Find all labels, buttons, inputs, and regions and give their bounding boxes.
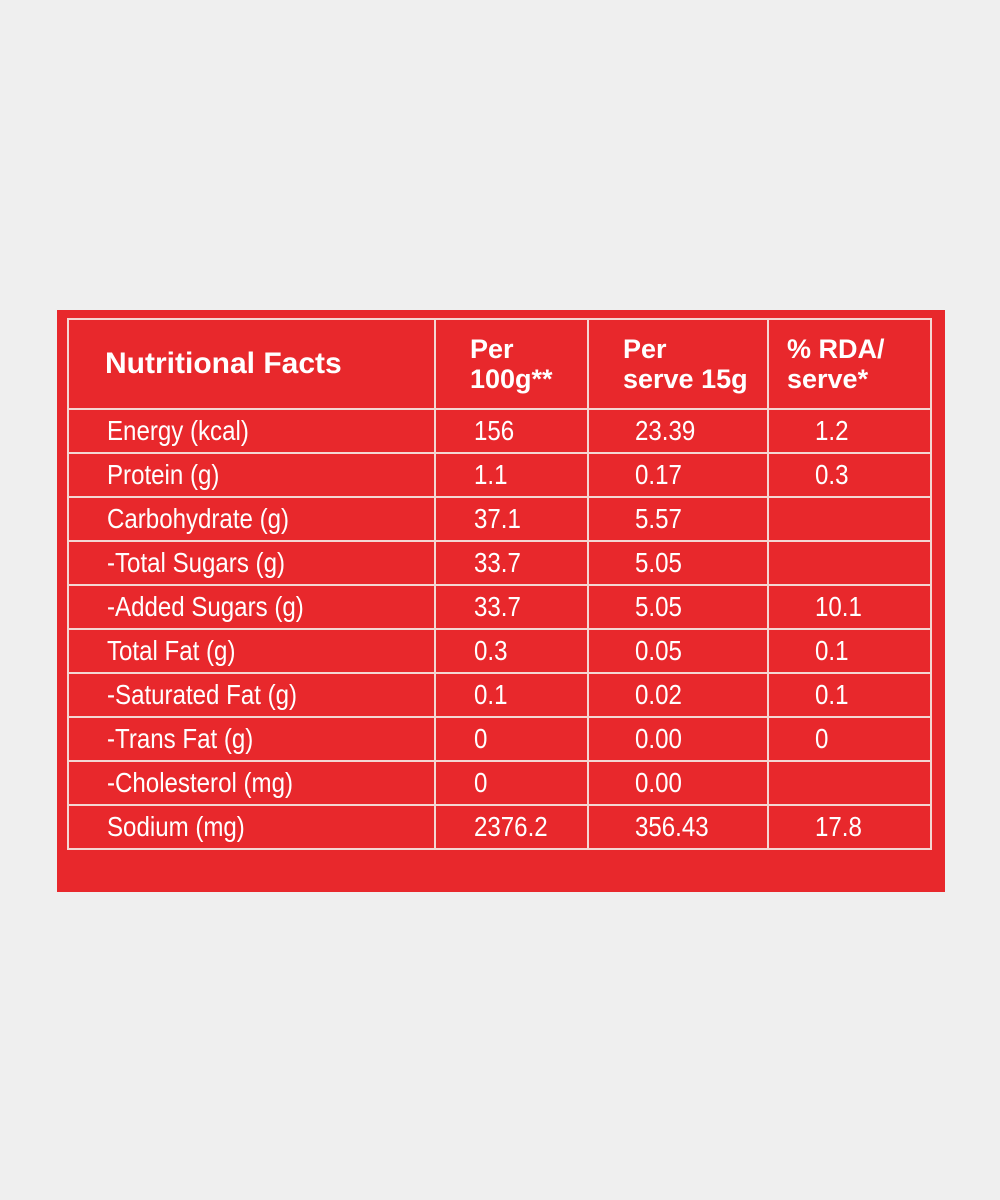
per-serve-value: 23.39 <box>587 408 769 454</box>
column-header-per-100g: Per 100g** <box>434 318 589 410</box>
rda-value: 10.1 <box>767 584 932 630</box>
per-100g-value: 0.3 <box>434 628 589 674</box>
nutrient-name: Protein (g) <box>67 452 436 498</box>
per-100g-value: 2376.2 <box>434 804 589 850</box>
table-body: Energy (kcal) 156 23.39 1.2 Protein (g) … <box>67 408 932 850</box>
per-serve-value: 0.02 <box>587 672 769 718</box>
rda-value <box>767 496 932 542</box>
table-row: Energy (kcal) 156 23.39 1.2 <box>67 408 932 454</box>
rda-value <box>767 760 932 806</box>
rda-value: 0.3 <box>767 452 932 498</box>
table-row: -Cholesterol (mg) 0 0.00 <box>67 760 932 806</box>
per-100g-value: 0 <box>434 716 589 762</box>
nutrient-name: Carbohydrate (g) <box>67 496 436 542</box>
table-row: -Added Sugars (g) 33.7 5.05 10.1 <box>67 584 932 630</box>
per-serve-value: 356.43 <box>587 804 769 850</box>
nutrient-name: -Added Sugars (g) <box>67 584 436 630</box>
per-serve-value: 0.00 <box>587 760 769 806</box>
nutrition-facts-table: Nutritional Facts Per 100g** Per serve 1… <box>67 318 932 850</box>
table-row: -Trans Fat (g) 0 0.00 0 <box>67 716 932 762</box>
nutrient-name: Energy (kcal) <box>67 408 436 454</box>
nutrient-name: -Cholesterol (mg) <box>67 760 436 806</box>
per-100g-value: 33.7 <box>434 540 589 586</box>
per-serve-value: 5.05 <box>587 584 769 630</box>
nutrient-name: Total Fat (g) <box>67 628 436 674</box>
table-row: Carbohydrate (g) 37.1 5.57 <box>67 496 932 542</box>
per-100g-value: 156 <box>434 408 589 454</box>
per-100g-value: 37.1 <box>434 496 589 542</box>
column-header-rda: % RDA/ serve* <box>767 318 932 410</box>
table-row: Total Fat (g) 0.3 0.05 0.1 <box>67 628 932 674</box>
per-serve-value: 0.00 <box>587 716 769 762</box>
table-row: -Total Sugars (g) 33.7 5.05 <box>67 540 932 586</box>
per-100g-value: 33.7 <box>434 584 589 630</box>
per-serve-value: 0.17 <box>587 452 769 498</box>
per-100g-value: 1.1 <box>434 452 589 498</box>
rda-value: 0.1 <box>767 628 932 674</box>
rda-value: 0.1 <box>767 672 932 718</box>
table-row: Sodium (mg) 2376.2 356.43 17.8 <box>67 804 932 850</box>
rda-value <box>767 540 932 586</box>
table-title: Nutritional Facts <box>67 318 436 410</box>
per-serve-value: 0.05 <box>587 628 769 674</box>
nutrient-name: -Total Sugars (g) <box>67 540 436 586</box>
nutrition-label: Nutritional Facts Per 100g** Per serve 1… <box>57 310 945 892</box>
nutrient-name: Sodium (mg) <box>67 804 436 850</box>
per-100g-value: 0 <box>434 760 589 806</box>
header-row: Nutritional Facts Per 100g** Per serve 1… <box>67 318 932 410</box>
column-header-per-serve: Per serve 15g <box>587 318 769 410</box>
nutrient-name: -Trans Fat (g) <box>67 716 436 762</box>
rda-value: 1.2 <box>767 408 932 454</box>
per-100g-value: 0.1 <box>434 672 589 718</box>
rda-value: 17.8 <box>767 804 932 850</box>
per-serve-value: 5.05 <box>587 540 769 586</box>
per-serve-value: 5.57 <box>587 496 769 542</box>
table-header: Nutritional Facts Per 100g** Per serve 1… <box>67 318 932 410</box>
rda-value: 0 <box>767 716 932 762</box>
table-row: Protein (g) 1.1 0.17 0.3 <box>67 452 932 498</box>
nutrient-name: -Saturated Fat (g) <box>67 672 436 718</box>
table-row: -Saturated Fat (g) 0.1 0.02 0.1 <box>67 672 932 718</box>
